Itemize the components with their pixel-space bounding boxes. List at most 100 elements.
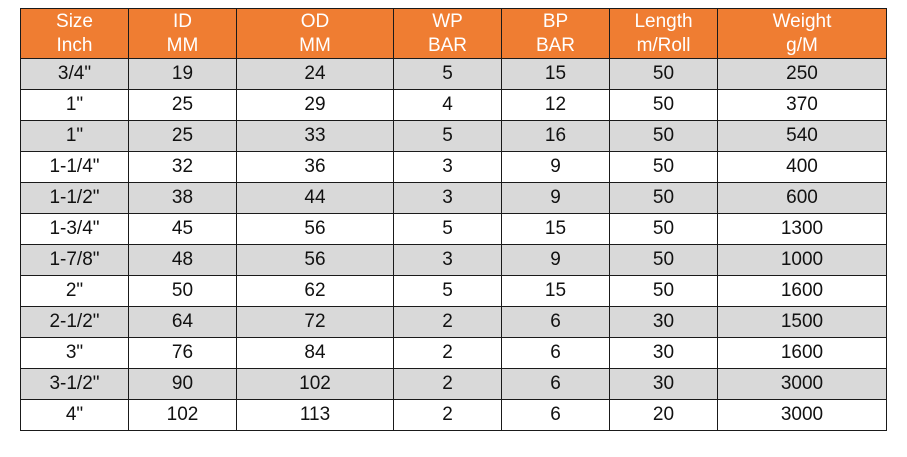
- header-label: WP: [432, 10, 463, 32]
- bp-cell: 9: [501, 244, 610, 276]
- od-cell: 56: [236, 213, 394, 245]
- weight-cell: 3000: [717, 368, 887, 400]
- header-size: Size Inch: [20, 8, 129, 59]
- header-weight: Weight g/M: [717, 8, 887, 59]
- size-cell: 1-3/4": [20, 213, 129, 245]
- id-cell: 38: [128, 182, 237, 214]
- weight-cell: 3000: [717, 399, 887, 431]
- od-cell: 72: [236, 306, 394, 338]
- wp-cell: 2: [393, 306, 502, 338]
- id-cell: 25: [128, 120, 237, 152]
- od-cell: 44: [236, 182, 394, 214]
- table-row: 2-1/2" 64 72 2 6 30 1500: [20, 306, 887, 338]
- bp-cell: 15: [501, 275, 610, 307]
- header-od: OD MM: [236, 8, 394, 59]
- length-cell: 20: [609, 399, 718, 431]
- size-cell: 1-1/4": [20, 151, 129, 183]
- size-cell: 3-1/2": [20, 368, 129, 400]
- od-cell: 33: [236, 120, 394, 152]
- length-cell: 50: [609, 58, 718, 90]
- header-label: BP: [542, 10, 569, 32]
- size-cell: 1": [20, 89, 129, 121]
- length-cell: 50: [609, 275, 718, 307]
- wp-cell: 5: [393, 213, 502, 245]
- wp-cell: 5: [393, 58, 502, 90]
- weight-cell: 1300: [717, 213, 887, 245]
- id-cell: 25: [128, 89, 237, 121]
- table-row: 1" 25 29 4 12 50 370: [20, 89, 887, 121]
- length-cell: 30: [609, 368, 718, 400]
- od-cell: 102: [236, 368, 394, 400]
- id-cell: 48: [128, 244, 237, 276]
- length-cell: 50: [609, 120, 718, 152]
- size-cell: 1-1/2": [20, 182, 129, 214]
- id-cell: 90: [128, 368, 237, 400]
- wp-cell: 3: [393, 182, 502, 214]
- bp-cell: 9: [501, 182, 610, 214]
- weight-cell: 1600: [717, 275, 887, 307]
- header-label: Weight: [772, 10, 832, 32]
- wp-cell: 5: [393, 120, 502, 152]
- id-cell: 45: [128, 213, 237, 245]
- bp-cell: 6: [501, 306, 610, 338]
- header-unit: BAR: [427, 34, 468, 56]
- length-cell: 50: [609, 213, 718, 245]
- header-unit: MM: [299, 34, 331, 56]
- table-row: 1-1/2" 38 44 3 9 50 600: [20, 182, 887, 214]
- bp-cell: 6: [501, 368, 610, 400]
- id-cell: 50: [128, 275, 237, 307]
- header-wp: WP BAR: [393, 8, 502, 59]
- wp-cell: 4: [393, 89, 502, 121]
- weight-cell: 400: [717, 151, 887, 183]
- size-cell: 4": [20, 399, 129, 431]
- size-cell: 1": [20, 120, 129, 152]
- id-cell: 19: [128, 58, 237, 90]
- length-cell: 50: [609, 244, 718, 276]
- weight-cell: 540: [717, 120, 887, 152]
- weight-cell: 1500: [717, 306, 887, 338]
- header-unit: g/M: [786, 34, 818, 56]
- bp-cell: 16: [501, 120, 610, 152]
- bp-cell: 15: [501, 58, 610, 90]
- table-row: 1-3/4" 45 56 5 15 50 1300: [20, 213, 887, 245]
- od-cell: 84: [236, 337, 394, 369]
- od-cell: 62: [236, 275, 394, 307]
- length-cell: 50: [609, 182, 718, 214]
- length-cell: 50: [609, 151, 718, 183]
- table-row: 1-7/8" 48 56 3 9 50 1000: [20, 244, 887, 276]
- table-row: 4" 102 113 2 6 20 3000: [20, 399, 887, 431]
- length-cell: 50: [609, 89, 718, 121]
- header-id: ID MM: [128, 8, 237, 59]
- size-cell: 3": [20, 337, 129, 369]
- od-cell: 29: [236, 89, 394, 121]
- header-unit: m/Roll: [636, 34, 691, 56]
- size-cell: 1-7/8": [20, 244, 129, 276]
- weight-cell: 250: [717, 58, 887, 90]
- bp-cell: 6: [501, 337, 610, 369]
- hose-spec-table: Size Inch ID MM OD MM WP BAR BP BAR Length m/R…: [20, 8, 887, 431]
- table-header: Size Inch ID MM OD MM WP BAR BP BAR Length m/R…: [20, 8, 887, 59]
- id-cell: 32: [128, 151, 237, 183]
- table-body: 3/4" 19 24 5 15 50 250 1" 25 29 4 12 50 370 1" 25 33 5 16 5…: [20, 58, 887, 431]
- weight-cell: 370: [717, 89, 887, 121]
- od-cell: 36: [236, 151, 394, 183]
- weight-cell: 600: [717, 182, 887, 214]
- od-cell: 24: [236, 58, 394, 90]
- wp-cell: 2: [393, 399, 502, 431]
- header-label: Length: [634, 10, 693, 32]
- weight-cell: 1000: [717, 244, 887, 276]
- header-label: OD: [300, 10, 330, 32]
- size-cell: 3/4": [20, 58, 129, 90]
- size-cell: 2-1/2": [20, 306, 129, 338]
- header-length: Length m/Roll: [609, 8, 718, 59]
- header-row: Size Inch ID MM OD MM WP BAR BP BAR Length m/R…: [20, 8, 887, 59]
- wp-cell: 2: [393, 337, 502, 369]
- header-unit: Inch: [56, 34, 93, 56]
- header-label: Size: [56, 10, 93, 32]
- bp-cell: 6: [501, 399, 610, 431]
- bp-cell: 15: [501, 213, 610, 245]
- header-unit: MM: [166, 34, 199, 56]
- header-bp: BP BAR: [501, 8, 610, 59]
- table-row: 3" 76 84 2 6 30 1600: [20, 337, 887, 369]
- wp-cell: 3: [393, 151, 502, 183]
